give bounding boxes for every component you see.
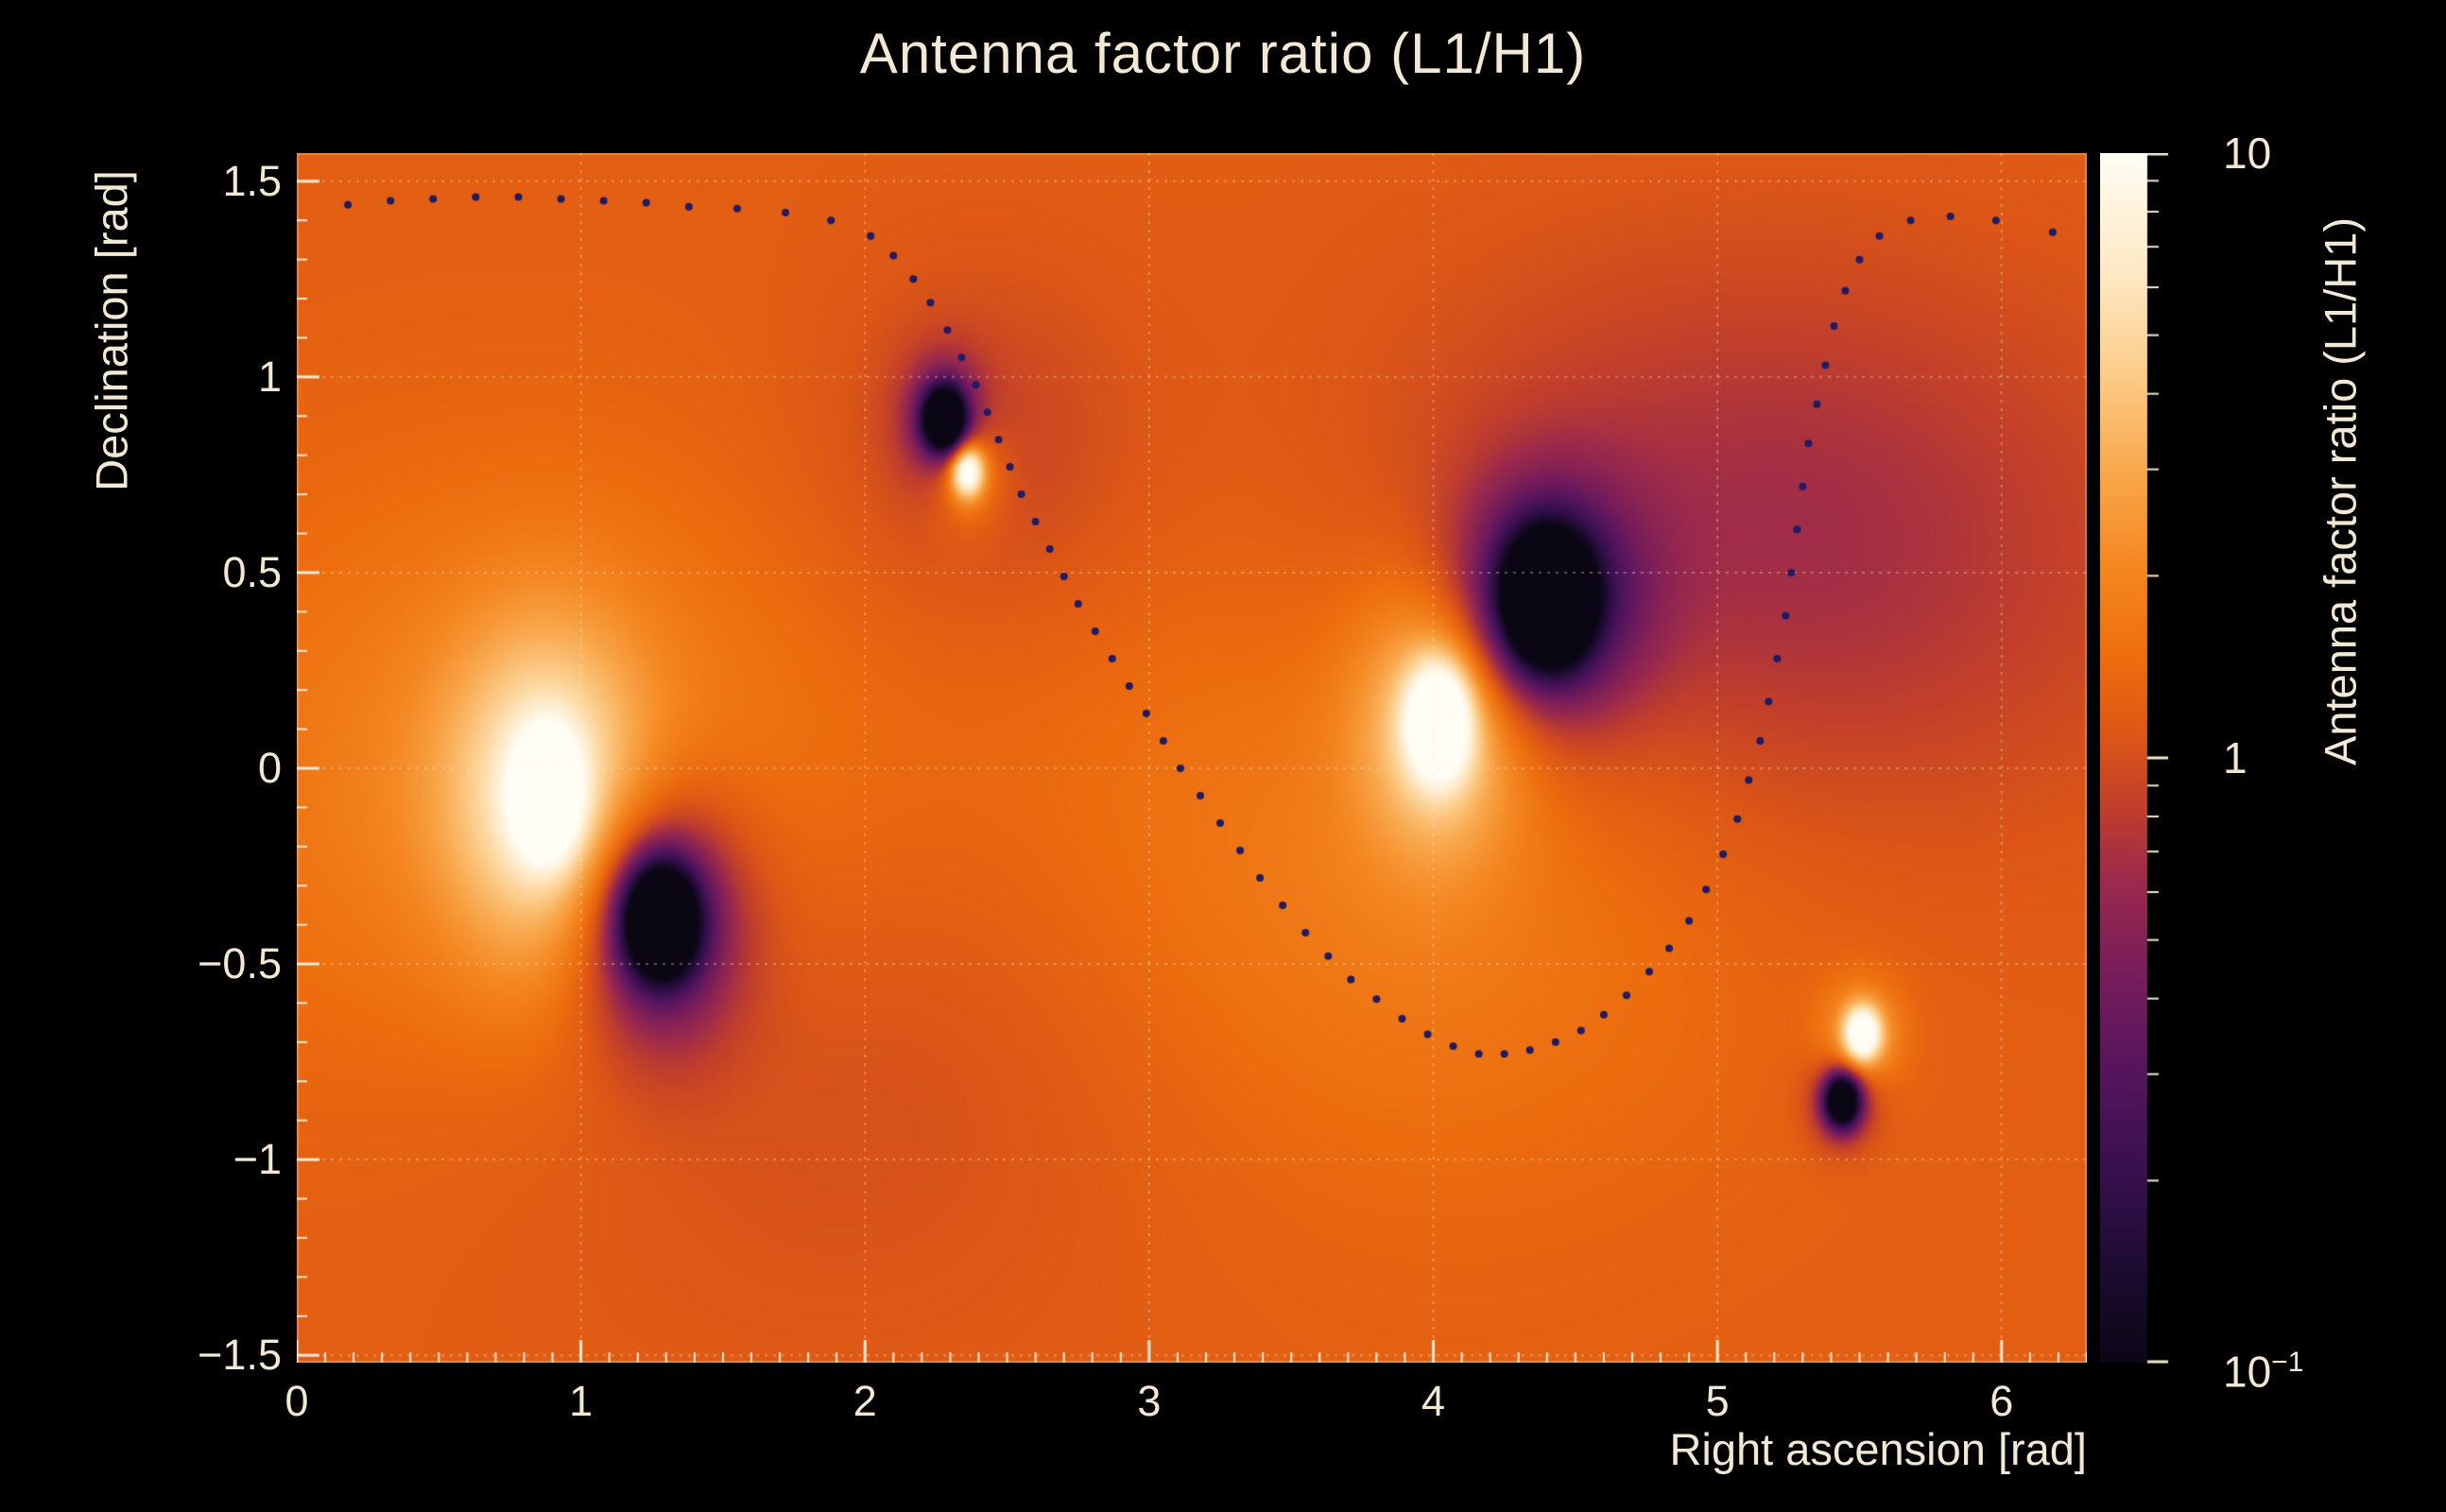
y-tick-label: −1 xyxy=(233,1135,282,1184)
y-axis-title: Declination [rad] xyxy=(86,170,137,491)
y-tick-label: 0 xyxy=(257,743,282,792)
x-tick-label: 5 xyxy=(1705,1377,1730,1425)
colorbar-tick-label: 10 xyxy=(2223,129,2272,178)
y-tick-label: −0.5 xyxy=(198,939,282,988)
x-tick-label: 6 xyxy=(1990,1377,2014,1425)
colorbar-tick-label: 1 xyxy=(2223,733,2248,782)
y-tick-label: 0.5 xyxy=(222,547,282,596)
y-tick-label: 1.5 xyxy=(222,156,282,205)
x-tick-label: 1 xyxy=(569,1377,594,1425)
colorbar-canvas xyxy=(2100,153,2223,1382)
y-tick-label: −1.5 xyxy=(198,1331,282,1380)
x-tick-label: 2 xyxy=(853,1377,877,1425)
heatmap-canvas xyxy=(297,153,2087,1363)
y-tick-label: 1 xyxy=(257,352,282,401)
chart-title: Antenna factor ratio (L1/H1) xyxy=(859,22,1587,85)
x-tick-label: 4 xyxy=(1421,1377,1446,1425)
x-axis-title: Right ascension [rad] xyxy=(1669,1424,2087,1474)
x-tick-label: 3 xyxy=(1137,1377,1162,1425)
colorbar-title: Antenna factor ratio (L1/H1) xyxy=(2315,217,2366,765)
colorbar-tick-label: 10−1 xyxy=(2223,1347,2304,1397)
x-tick-label: 0 xyxy=(284,1377,309,1425)
